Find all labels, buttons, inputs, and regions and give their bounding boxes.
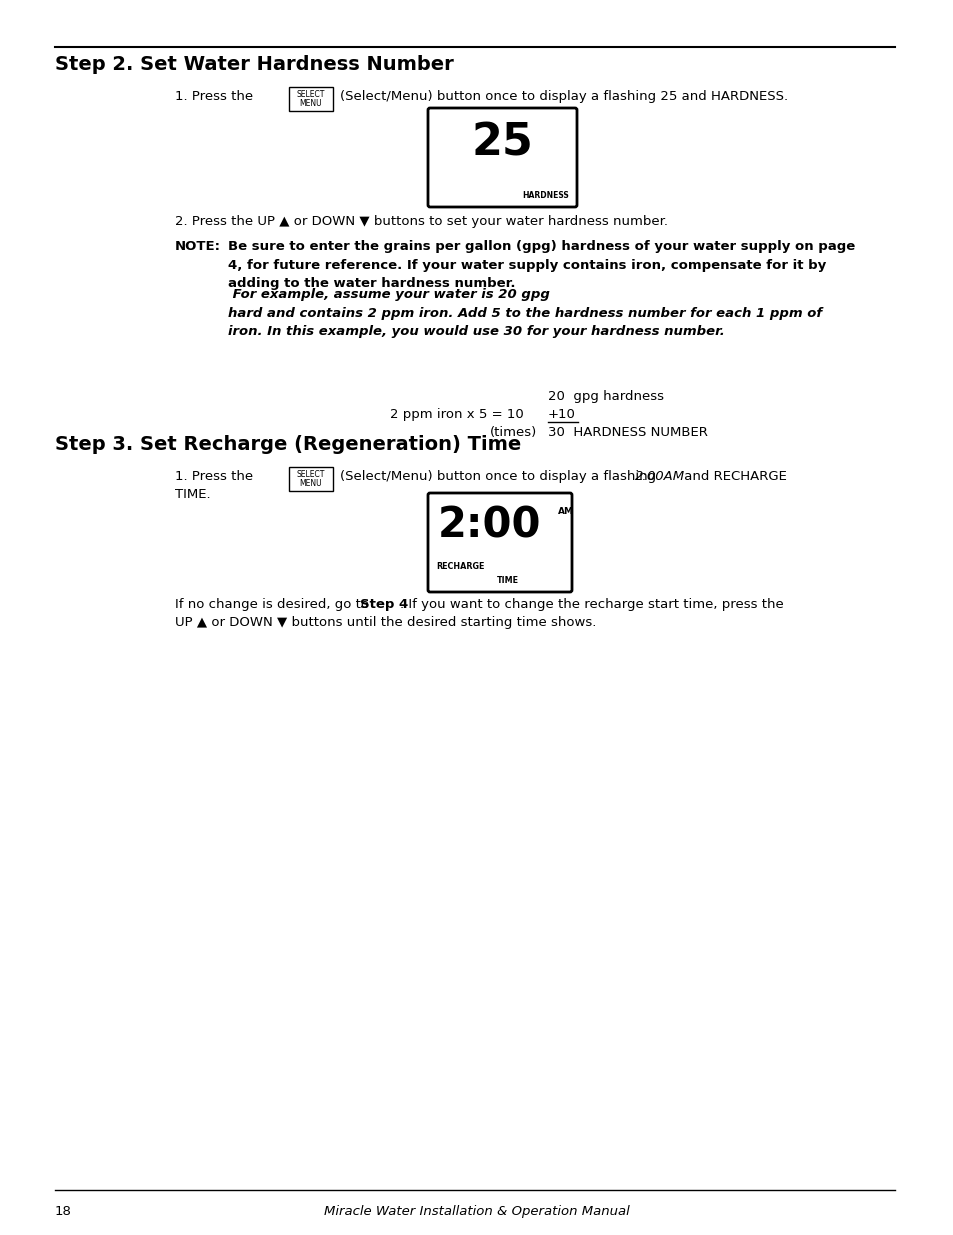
FancyBboxPatch shape [289, 467, 333, 492]
Text: 25: 25 [471, 122, 533, 165]
Text: TIME.: TIME. [174, 488, 211, 501]
Text: For example, assume your water is 20 gpg
hard and contains 2 ppm iron. Add 5 to : For example, assume your water is 20 gpg… [228, 288, 821, 338]
Text: 2 ppm iron x 5 = 10: 2 ppm iron x 5 = 10 [390, 408, 523, 421]
FancyBboxPatch shape [428, 107, 577, 207]
Text: +10: +10 [547, 408, 576, 421]
Text: (times): (times) [490, 426, 537, 438]
Text: Miracle Water Installation & Operation Manual: Miracle Water Installation & Operation M… [324, 1205, 629, 1218]
Text: UP ▲ or DOWN ▼ buttons until the desired starting time shows.: UP ▲ or DOWN ▼ buttons until the desired… [174, 616, 596, 629]
Text: 30  HARDNESS NUMBER: 30 HARDNESS NUMBER [547, 426, 707, 438]
Text: (Select/Menu) button once to display a flashing 25 and HARDNESS.: (Select/Menu) button once to display a f… [339, 90, 787, 103]
Text: RECHARGE: RECHARGE [436, 562, 484, 571]
Text: and RECHARGE: and RECHARGE [679, 471, 786, 483]
Text: SELECT
MENU: SELECT MENU [296, 471, 325, 488]
Text: NOTE:: NOTE: [174, 240, 221, 253]
Text: Step 4: Step 4 [359, 598, 408, 611]
Text: 2:00AM: 2:00AM [635, 471, 684, 483]
Text: (Select/Menu) button once to display a flashing: (Select/Menu) button once to display a f… [339, 471, 659, 483]
Text: If no change is desired, go to: If no change is desired, go to [174, 598, 373, 611]
FancyBboxPatch shape [428, 493, 572, 592]
Text: TIME: TIME [497, 576, 518, 585]
Text: 18: 18 [55, 1205, 71, 1218]
FancyBboxPatch shape [289, 86, 333, 111]
Text: AM: AM [558, 508, 574, 516]
Text: HARDNESS: HARDNESS [521, 191, 568, 200]
Text: . If you want to change the recharge start time, press the: . If you want to change the recharge sta… [399, 598, 783, 611]
Text: Step 2. Set Water Hardness Number: Step 2. Set Water Hardness Number [55, 56, 454, 74]
Text: 20  gpg hardness: 20 gpg hardness [547, 390, 663, 403]
Text: 2. Press the UP ▲ or DOWN ▼ buttons to set your water hardness number.: 2. Press the UP ▲ or DOWN ▼ buttons to s… [174, 215, 667, 228]
Text: Be sure to enter the grains per gallon (gpg) hardness of your water supply on pa: Be sure to enter the grains per gallon (… [228, 240, 854, 290]
Text: 1. Press the: 1. Press the [174, 90, 253, 103]
Text: Step 3. Set Recharge (Regeneration) Time: Step 3. Set Recharge (Regeneration) Time [55, 435, 520, 454]
Text: SELECT
MENU: SELECT MENU [296, 90, 325, 107]
Text: 1. Press the: 1. Press the [174, 471, 253, 483]
Text: 2:00: 2:00 [437, 505, 541, 547]
